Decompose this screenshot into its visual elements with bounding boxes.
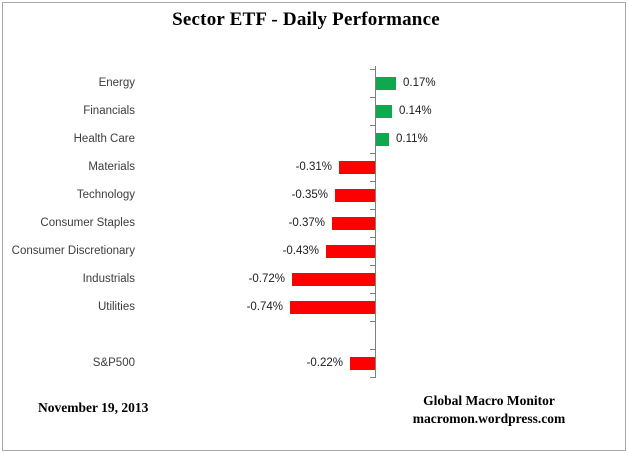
value-label: -0.72% <box>248 273 285 285</box>
value-label: -0.31% <box>295 161 332 173</box>
axis-tick <box>370 237 376 238</box>
value-label: 0.17% <box>403 77 436 89</box>
category-label: Energy <box>98 77 135 89</box>
category-label: Consumer Discretionary <box>11 245 135 257</box>
axis-tick <box>370 293 376 294</box>
category-label: Utilities <box>97 301 135 313</box>
category-label: Health Care <box>73 133 135 145</box>
axis-tick <box>370 349 376 350</box>
bar-negative <box>350 356 375 370</box>
bar-negative <box>290 300 375 314</box>
bar-negative <box>326 244 375 258</box>
axis-tick <box>370 97 376 98</box>
chart-title: Sector ETF - Daily Performance <box>172 9 440 30</box>
value-axis <box>375 66 376 378</box>
axis-tick <box>370 377 376 378</box>
value-label: -0.37% <box>288 217 325 229</box>
category-label: Industrials <box>82 273 135 285</box>
bar-positive <box>376 132 389 146</box>
category-label: S&P500 <box>92 357 135 369</box>
bar-positive <box>376 76 396 90</box>
bar-negative <box>332 216 375 230</box>
credit-line-2: macromon.wordpress.com <box>412 410 566 426</box>
bar-negative <box>335 188 375 202</box>
category-label: Financials <box>83 105 135 117</box>
axis-tick <box>370 321 376 322</box>
credit-block: Global Macro Monitor macromon.wordpress.… <box>398 392 580 427</box>
category-label: Technology <box>76 189 135 201</box>
date-label: November 19, 2013 <box>38 400 149 415</box>
value-label: -0.74% <box>246 301 283 313</box>
category-label: Consumer Staples <box>40 217 135 229</box>
value-label: 0.14% <box>399 105 432 117</box>
bar-positive <box>376 104 392 118</box>
credit-line-1: Global Macro Monitor <box>423 393 555 408</box>
axis-tick <box>370 153 376 154</box>
value-label: -0.35% <box>291 189 328 201</box>
axis-tick <box>370 69 376 70</box>
value-label: -0.22% <box>306 357 343 369</box>
axis-tick <box>370 181 376 182</box>
value-label: 0.11% <box>396 133 428 145</box>
axis-tick <box>370 125 376 126</box>
axis-tick <box>370 265 376 266</box>
value-label: -0.43% <box>282 245 319 257</box>
category-label: Materials <box>88 161 135 173</box>
axis-tick <box>370 209 376 210</box>
bar-negative <box>339 160 375 174</box>
bar-negative <box>292 272 375 286</box>
